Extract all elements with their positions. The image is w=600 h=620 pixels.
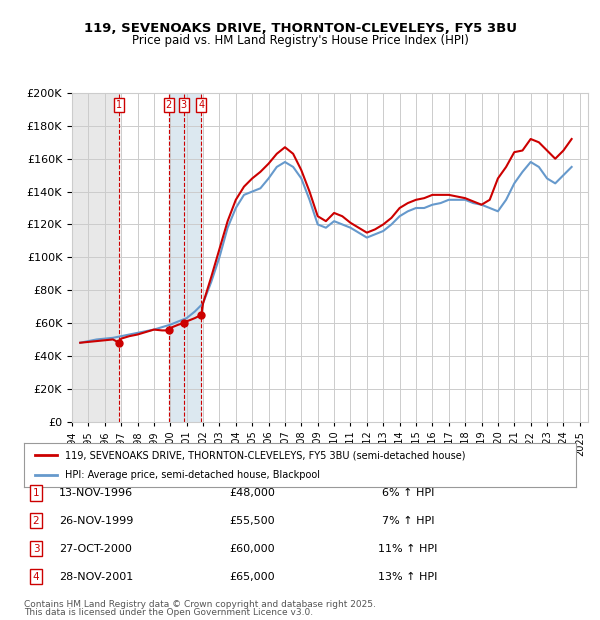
Text: 13% ↑ HPI: 13% ↑ HPI <box>379 572 437 582</box>
Text: £48,000: £48,000 <box>229 488 275 498</box>
Text: 4: 4 <box>32 572 40 582</box>
Text: 26-NOV-1999: 26-NOV-1999 <box>59 516 133 526</box>
Text: 119, SEVENOAKS DRIVE, THORNTON-CLEVELEYS, FY5 3BU: 119, SEVENOAKS DRIVE, THORNTON-CLEVELEYS… <box>83 22 517 35</box>
Text: 3: 3 <box>181 100 187 110</box>
Text: 2: 2 <box>32 516 40 526</box>
Text: 2: 2 <box>166 100 172 110</box>
Text: £65,000: £65,000 <box>229 572 275 582</box>
Text: 28-NOV-2001: 28-NOV-2001 <box>59 572 133 582</box>
Text: 1: 1 <box>116 100 122 110</box>
Text: 1: 1 <box>32 488 40 498</box>
Text: This data is licensed under the Open Government Licence v3.0.: This data is licensed under the Open Gov… <box>24 608 313 617</box>
Text: 3: 3 <box>32 544 40 554</box>
Text: £60,000: £60,000 <box>229 544 275 554</box>
Text: 11% ↑ HPI: 11% ↑ HPI <box>379 544 437 554</box>
Bar <box>72 93 119 422</box>
Text: 119, SEVENOAKS DRIVE, THORNTON-CLEVELEYS, FY5 3BU (semi-detached house): 119, SEVENOAKS DRIVE, THORNTON-CLEVELEYS… <box>65 451 466 461</box>
Bar <box>169 93 202 422</box>
Text: 13-NOV-1996: 13-NOV-1996 <box>59 488 133 498</box>
Text: HPI: Average price, semi-detached house, Blackpool: HPI: Average price, semi-detached house,… <box>65 469 320 479</box>
Text: 4: 4 <box>199 100 205 110</box>
Text: £55,500: £55,500 <box>229 516 275 526</box>
Text: 7% ↑ HPI: 7% ↑ HPI <box>382 516 434 526</box>
Text: 6% ↑ HPI: 6% ↑ HPI <box>382 488 434 498</box>
Text: Price paid vs. HM Land Registry's House Price Index (HPI): Price paid vs. HM Land Registry's House … <box>131 34 469 47</box>
Text: 27-OCT-2000: 27-OCT-2000 <box>59 544 133 554</box>
Text: Contains HM Land Registry data © Crown copyright and database right 2025.: Contains HM Land Registry data © Crown c… <box>24 600 376 609</box>
